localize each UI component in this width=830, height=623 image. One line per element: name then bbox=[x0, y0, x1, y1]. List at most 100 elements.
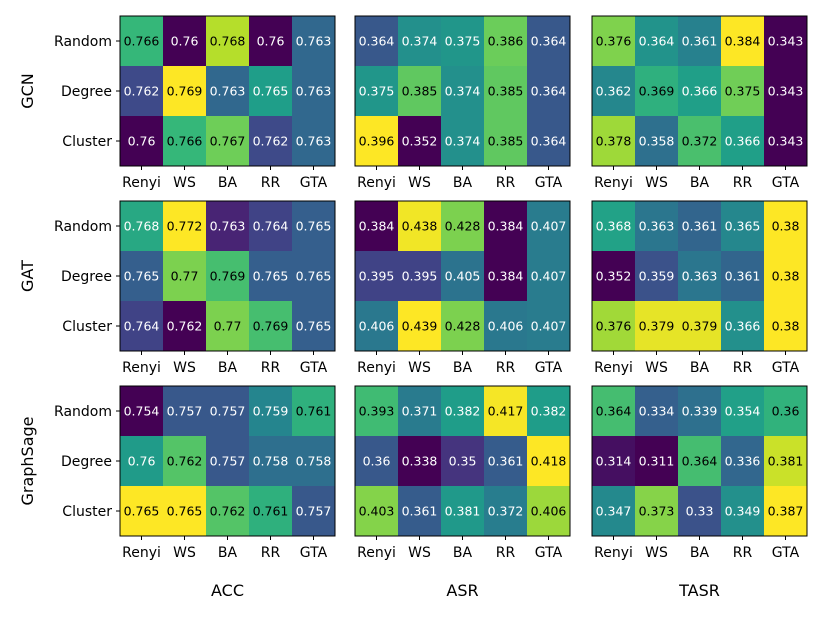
heatmap-cell bbox=[721, 251, 765, 302]
heatmap-cell bbox=[678, 436, 722, 487]
heatmap-cell bbox=[206, 201, 250, 252]
cell-value-label: 0.363 bbox=[682, 269, 718, 284]
cell-value-label: 0.76 bbox=[128, 134, 156, 149]
x-tick-label: BA bbox=[218, 545, 238, 561]
cell-value-label: 0.369 bbox=[639, 84, 675, 99]
heatmap-cell bbox=[721, 386, 765, 437]
cell-value-label: 0.359 bbox=[639, 269, 675, 284]
heatmap-cell bbox=[592, 251, 636, 302]
heatmap-cell bbox=[206, 486, 250, 537]
heatmap-cell bbox=[355, 201, 399, 252]
cell-value-label: 0.381 bbox=[768, 454, 804, 469]
heatmap-cell bbox=[249, 66, 293, 117]
cell-value-label: 0.763 bbox=[296, 84, 332, 99]
heatmap-cell bbox=[120, 386, 164, 437]
x-tick-label: WS bbox=[173, 175, 196, 191]
heatmap-cell bbox=[292, 66, 336, 117]
cell-value-label: 0.765 bbox=[296, 269, 332, 284]
cell-value-label: 0.347 bbox=[596, 504, 632, 519]
heatmap-cell bbox=[292, 251, 336, 302]
heatmap-cell bbox=[635, 436, 679, 487]
cell-value-label: 0.361 bbox=[725, 269, 761, 284]
cell-value-label: 0.385 bbox=[402, 84, 438, 99]
heatmap-cell bbox=[484, 486, 528, 537]
x-tick-label: RR bbox=[733, 175, 753, 191]
x-tick-label: BA bbox=[690, 545, 710, 561]
cell-value-label: 0.765 bbox=[253, 84, 289, 99]
cell-value-label: 0.364 bbox=[596, 404, 632, 419]
heatmap-cell bbox=[527, 116, 571, 167]
cell-value-label: 0.768 bbox=[210, 34, 246, 49]
heatmap-cell bbox=[206, 386, 250, 437]
heatmap-cell bbox=[678, 251, 722, 302]
x-tick-label: GTA bbox=[300, 545, 328, 561]
heatmap-cell bbox=[355, 251, 399, 302]
x-tick-label: BA bbox=[690, 360, 710, 376]
cell-value-label: 0.338 bbox=[402, 454, 438, 469]
heatmap-cell bbox=[398, 386, 442, 437]
cell-value-label: 0.768 bbox=[124, 219, 160, 234]
cell-value-label: 0.418 bbox=[531, 454, 567, 469]
x-tick-label: WS bbox=[408, 545, 431, 561]
heatmap-cell bbox=[764, 16, 808, 67]
heatmap-panel-graphsage-asr: 0.393 0.371 0.382 0.417 0.382 0.36 0.338 0.35 0.… bbox=[354, 385, 571, 561]
heatmap-panel-gat-asr: 0.384 0.438 0.428 0.384 0.407 0.395 0.395 0.405… bbox=[354, 200, 571, 376]
heatmap-cell bbox=[721, 436, 765, 487]
heatmap-cell bbox=[527, 201, 571, 252]
heatmap-cell bbox=[355, 486, 399, 537]
y-tick-label: Degree bbox=[61, 454, 112, 470]
heatmap-cell bbox=[292, 16, 336, 67]
heatmap-cell bbox=[441, 301, 485, 352]
cell-value-label: 0.763 bbox=[210, 219, 246, 234]
cell-value-label: 0.403 bbox=[359, 504, 395, 519]
cell-value-label: 0.374 bbox=[445, 134, 481, 149]
cell-value-label: 0.343 bbox=[768, 134, 804, 149]
heatmap-cell bbox=[484, 386, 528, 437]
cell-value-label: 0.352 bbox=[402, 134, 438, 149]
heatmap-cell bbox=[163, 116, 207, 167]
cell-value-label: 0.336 bbox=[725, 454, 761, 469]
cell-value-label: 0.366 bbox=[725, 319, 761, 334]
x-tick-label: BA bbox=[218, 175, 238, 191]
cell-value-label: 0.769 bbox=[253, 319, 289, 334]
cell-value-label: 0.311 bbox=[639, 454, 675, 469]
x-tick-label: RR bbox=[261, 545, 281, 561]
heatmap-cell bbox=[592, 486, 636, 537]
x-tick-label: RR bbox=[261, 360, 281, 376]
x-tick-label: Renyi bbox=[594, 175, 633, 191]
heatmap-cell bbox=[527, 301, 571, 352]
heatmap-cell bbox=[355, 386, 399, 437]
heatmap-cell bbox=[721, 301, 765, 352]
heatmap-cell bbox=[249, 301, 293, 352]
heatmap-cell bbox=[721, 66, 765, 117]
x-tick-label: RR bbox=[733, 545, 753, 561]
heatmap-cell bbox=[635, 486, 679, 537]
cell-value-label: 0.368 bbox=[596, 219, 632, 234]
cell-value-label: 0.385 bbox=[488, 84, 524, 99]
heatmap-cell bbox=[678, 201, 722, 252]
x-tick-label: WS bbox=[173, 545, 196, 561]
cell-value-label: 0.407 bbox=[531, 319, 567, 334]
heatmap-panel-gcn-tasr: 0.376 0.364 0.361 0.384 0.343 0.362 0.369 0.366… bbox=[591, 15, 808, 191]
cell-value-label: 0.354 bbox=[725, 404, 761, 419]
heatmap-cell bbox=[120, 486, 164, 537]
heatmap-cell bbox=[764, 116, 808, 167]
cell-value-label: 0.361 bbox=[402, 504, 438, 519]
cell-value-label: 0.373 bbox=[639, 504, 675, 519]
cell-value-label: 0.759 bbox=[253, 404, 289, 419]
x-tick-label: RR bbox=[496, 545, 516, 561]
y-tick-label: Cluster bbox=[62, 504, 112, 520]
heatmap-cell bbox=[355, 301, 399, 352]
cell-value-label: 0.757 bbox=[210, 454, 246, 469]
cell-value-label: 0.349 bbox=[725, 504, 761, 519]
cell-value-label: 0.379 bbox=[639, 319, 675, 334]
heatmap-cell bbox=[249, 386, 293, 437]
heatmap-cell bbox=[678, 66, 722, 117]
cell-value-label: 0.366 bbox=[725, 134, 761, 149]
cell-value-label: 0.406 bbox=[531, 504, 567, 519]
cell-value-label: 0.364 bbox=[531, 134, 567, 149]
heatmap-cell bbox=[206, 66, 250, 117]
y-tick-label: Random bbox=[54, 404, 112, 420]
cell-value-label: 0.358 bbox=[639, 134, 675, 149]
cell-value-label: 0.765 bbox=[167, 504, 203, 519]
